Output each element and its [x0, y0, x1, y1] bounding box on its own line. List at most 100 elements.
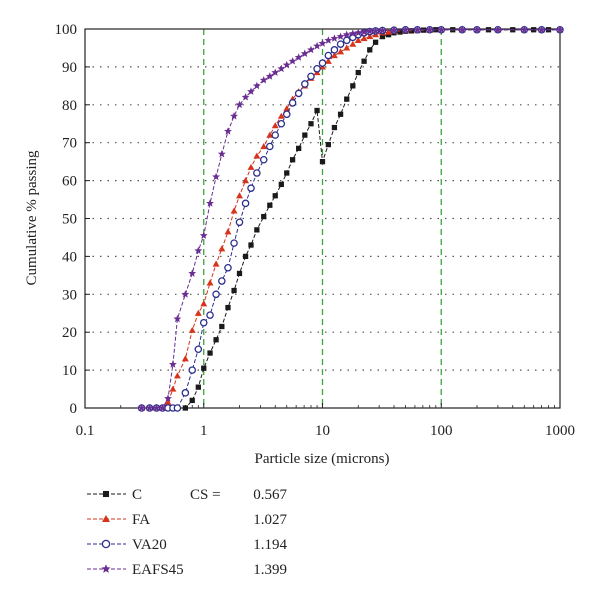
- data-point: [537, 25, 546, 34]
- data-point: [360, 27, 369, 36]
- y-tick-label: 50: [62, 212, 77, 228]
- data-point: [361, 58, 367, 64]
- data-point: [261, 213, 267, 220]
- y-tick-label: 10: [62, 363, 77, 379]
- data-point: [225, 304, 231, 311]
- data-point: [266, 142, 274, 151]
- legend-marker: [101, 539, 111, 549]
- x-axis-label: Particle size (microns): [255, 451, 390, 467]
- data-point: [520, 25, 529, 34]
- data-point: [212, 172, 220, 181]
- data-point: [344, 96, 350, 102]
- data-point: [235, 100, 244, 109]
- data-point: [319, 159, 326, 165]
- data-point: [277, 119, 286, 128]
- data-point: [272, 193, 278, 199]
- legend-marker: [102, 490, 110, 498]
- data-point: [372, 39, 379, 45]
- y-tick-label: 40: [62, 249, 77, 265]
- data-point: [325, 141, 331, 148]
- data-point: [137, 403, 146, 412]
- data-point: [337, 48, 345, 55]
- data-point: [360, 35, 368, 42]
- y-tick-label: 80: [62, 98, 77, 114]
- data-point: [337, 111, 344, 117]
- data-point: [330, 34, 339, 42]
- y-tick-label: 30: [62, 287, 77, 303]
- data-point: [349, 40, 357, 47]
- data-point: [366, 33, 374, 40]
- legend-header: CS =: [190, 487, 221, 503]
- data-point: [188, 269, 197, 277]
- data-point: [260, 143, 268, 150]
- legend-item-eafs45: EAFS45 1.399: [87, 562, 287, 578]
- data-point: [253, 152, 261, 159]
- data-point: [367, 47, 373, 53]
- legend-cs-value: 1.399: [253, 562, 287, 578]
- data-point: [556, 25, 564, 34]
- data-point: [313, 41, 321, 50]
- data-point: [301, 80, 309, 88]
- data-point: [354, 28, 363, 37]
- legend-item-c: C 0.567: [87, 487, 288, 503]
- data-point: [271, 131, 280, 139]
- data-point: [252, 81, 261, 90]
- data-point: [294, 53, 303, 61]
- data-point: [385, 28, 393, 35]
- data-point: [289, 157, 296, 163]
- data-point: [336, 32, 345, 40]
- data-point: [236, 270, 243, 277]
- data-point: [493, 25, 502, 34]
- data-point: [181, 389, 190, 397]
- data-point: [308, 121, 314, 127]
- data-point: [379, 33, 386, 40]
- y-tick-label: 0: [70, 401, 78, 417]
- data-point: [265, 72, 274, 80]
- data-point: [354, 36, 362, 43]
- data-point: [314, 107, 320, 114]
- x-tick-label: 0.1: [76, 423, 95, 439]
- legend-label: EAFS45: [132, 562, 184, 578]
- data-point: [173, 314, 182, 323]
- data-point: [248, 242, 254, 248]
- data-point: [231, 287, 237, 294]
- data-point: [235, 218, 244, 227]
- data-point: [350, 83, 356, 89]
- data-point: [242, 177, 250, 184]
- legend-label: FA: [132, 512, 150, 528]
- data-point: [230, 239, 238, 247]
- data-point: [201, 365, 207, 371]
- data-point: [145, 403, 154, 412]
- legend-cs-value: 1.027: [253, 512, 287, 528]
- data-point: [390, 26, 398, 34]
- data-point: [218, 277, 226, 285]
- data-point: [318, 59, 327, 67]
- data-point: [324, 57, 332, 64]
- data-point: [169, 385, 177, 392]
- legend-marker: [101, 564, 111, 573]
- data-point: [206, 279, 214, 286]
- data-point: [365, 27, 374, 35]
- data-point: [259, 155, 268, 164]
- x-tick-label: 1000: [545, 423, 575, 439]
- data-point: [194, 309, 202, 316]
- data-point: [271, 122, 279, 129]
- data-point: [318, 39, 327, 47]
- y-tick-label: 60: [62, 174, 77, 190]
- data-point: [284, 170, 290, 176]
- data-point: [207, 350, 213, 356]
- data-point: [219, 323, 225, 330]
- data-point: [158, 403, 167, 412]
- data-point: [330, 46, 339, 54]
- legend-item-fa: FA 1.027: [87, 512, 288, 528]
- data-point: [224, 127, 232, 135]
- data-point: [437, 25, 446, 34]
- data-point: [294, 89, 303, 98]
- y-tick-label: 70: [62, 136, 77, 152]
- data-point: [213, 337, 219, 343]
- series-layer: [137, 25, 564, 412]
- data-point: [247, 184, 255, 192]
- data-point: [200, 300, 208, 307]
- y-tick-label: 100: [55, 22, 78, 38]
- data-point: [189, 397, 195, 404]
